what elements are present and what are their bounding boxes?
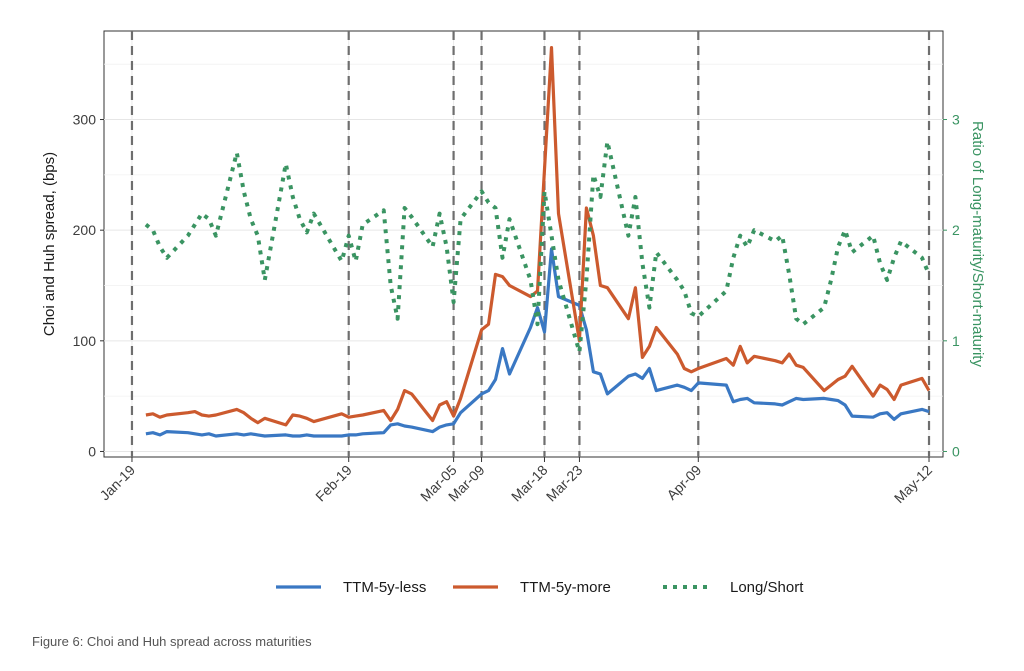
legend-label: TTM-5y-more [520,579,611,596]
plot-panel [103,30,944,458]
x-tick-label: Mar-23 [543,462,586,505]
series-line-ttm-5y-less [145,247,930,438]
x-tick-label: Jan-19 [97,462,139,504]
legend-label: TTM-5y-less [343,579,426,596]
legend-label: Long/Short [730,579,804,596]
x-tick-label: Apr-09 [663,462,704,503]
y2-tick-label: 1 [952,333,960,349]
y-axis-title: Choi and Huh spread, (bps) [41,152,58,336]
y-tick-label: 0 [88,443,96,459]
x-tick-label: Feb-19 [312,462,355,505]
series-line-long-short [144,139,931,354]
y2-tick-label: 3 [952,112,960,128]
x-tick-label: Mar-18 [508,462,551,505]
legend: TTM-5y-less TTM-5y-more Long/Short [276,579,804,596]
event-lines [130,31,931,457]
x-tick-label: May-12 [891,462,935,506]
y2-axis-title: Ratio of Long-maturity/Short-maturity [969,121,986,367]
y2-tick-label: 2 [952,222,960,238]
y-tick-label: 200 [73,222,97,238]
y-tick-label: 100 [73,333,97,349]
figure-caption: Figure 6: Choi and Huh spread across mat… [32,634,312,649]
y2-tick-label: 0 [952,443,960,459]
y-tick-label: 300 [73,112,97,128]
series-line-ttm-5y-more [145,45,931,427]
series [144,45,931,438]
